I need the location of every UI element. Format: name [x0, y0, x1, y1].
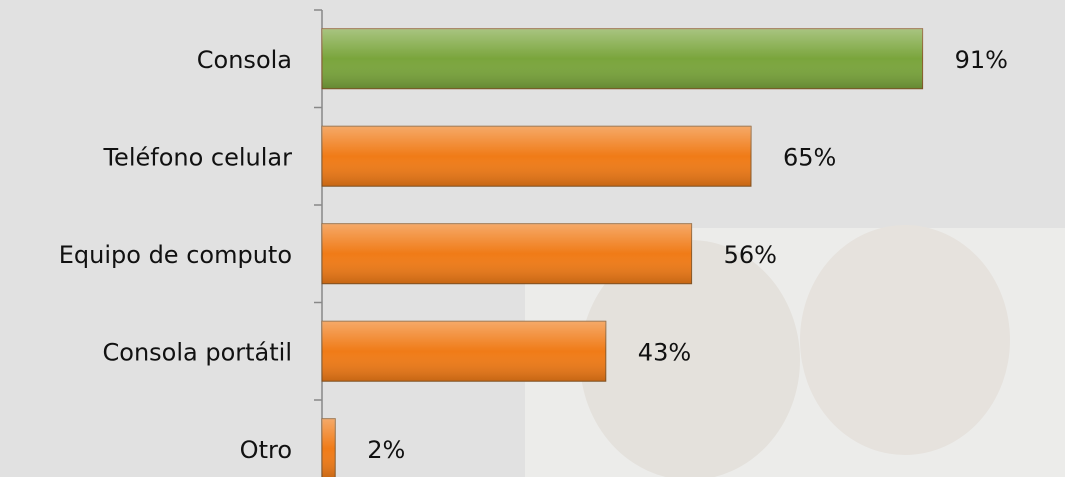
value-label: 2%: [367, 436, 405, 464]
category-label: Teléfono celular: [102, 143, 292, 171]
bar-shade: [322, 28, 923, 89]
value-label: 56%: [724, 241, 777, 269]
photo-figure: [800, 225, 1010, 455]
photo-figure: [580, 240, 800, 477]
value-label: 65%: [783, 143, 836, 171]
category-label: Consola: [197, 46, 292, 74]
value-label: 43%: [638, 338, 691, 366]
bar-shade: [322, 418, 336, 477]
category-label: Equipo de computo: [59, 241, 292, 269]
bar-shade: [322, 223, 692, 284]
category-label: Otro: [240, 436, 292, 464]
value-label: 91%: [955, 46, 1008, 74]
bar-shade: [322, 321, 606, 382]
category-label: Consola portátil: [103, 338, 293, 366]
bar-shade: [322, 126, 751, 187]
